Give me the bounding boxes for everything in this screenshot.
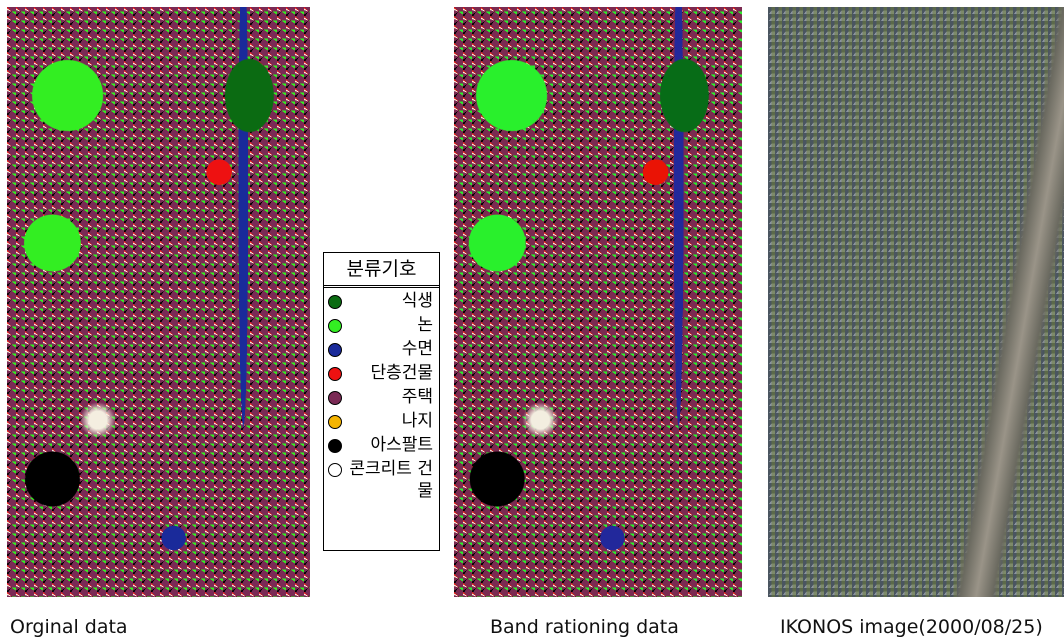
figure: 분류기호 식생논수면단층건물주택나지아스팔트콘크리트 건물 Orginal da… — [0, 0, 1064, 640]
legend-item: 나지 — [324, 408, 439, 432]
legend-item: 콘크리트 건물 — [324, 456, 439, 502]
legend-item: 식생 — [324, 288, 439, 312]
legend-label: 식생 — [342, 290, 433, 312]
legend-label: 단층건물 — [342, 362, 433, 384]
legend-label: 콘크리트 건물 — [342, 458, 433, 502]
legend-swatch — [328, 415, 342, 429]
legend-item: 주택 — [324, 384, 439, 408]
legend-item: 수면 — [324, 336, 439, 360]
legend-swatch — [328, 343, 342, 357]
caption: Band rationing data — [490, 616, 679, 638]
legend-swatch — [328, 367, 342, 381]
caption: Orginal data — [10, 616, 128, 638]
ikonos-image — [768, 7, 1064, 597]
legend-title: 분류기호 — [324, 253, 439, 288]
legend-label: 논 — [342, 314, 433, 336]
original-map — [7, 7, 310, 597]
legend-label: 아스팔트 — [342, 434, 433, 456]
caption: IKONOS image(2000/08/25) — [780, 616, 1043, 638]
legend-item: 단층건물 — [324, 360, 439, 384]
legend-label: 나지 — [342, 410, 433, 432]
legend-label: 수면 — [342, 338, 433, 360]
band-ratio-map — [454, 7, 742, 597]
legend-item: 논 — [324, 312, 439, 336]
legend-swatch — [328, 463, 342, 477]
legend-swatch — [328, 439, 342, 453]
legend-swatch — [328, 391, 342, 405]
legend-label: 주택 — [342, 386, 433, 408]
legend-item: 아스팔트 — [324, 432, 439, 456]
legend-swatch — [328, 295, 342, 309]
legend-swatch — [328, 319, 342, 333]
